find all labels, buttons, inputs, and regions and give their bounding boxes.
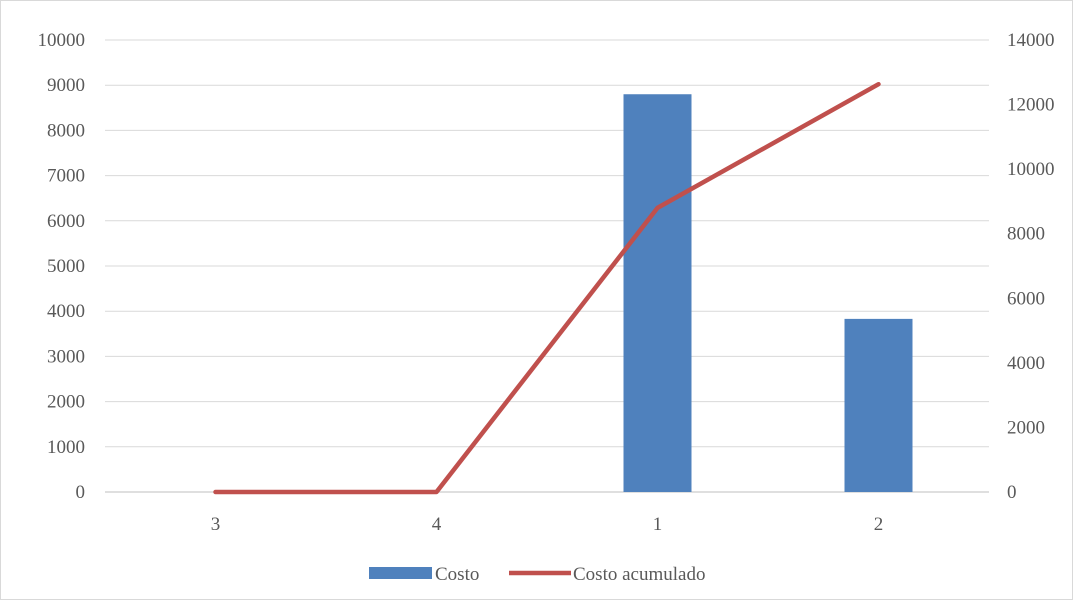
right-tick-label: 2000	[1007, 417, 1045, 438]
line-costo-acumulado	[213, 81, 881, 495]
x-tick-label: 4	[432, 514, 442, 535]
bar-costo	[623, 94, 692, 493]
bar-costo	[844, 318, 913, 492]
right-tick-label: 0	[1007, 482, 1017, 503]
left-tick-label: 9000	[47, 75, 85, 96]
left-tick-label: 5000	[47, 256, 85, 277]
legend-label-costo-acumulado: Costo acumulado	[573, 564, 705, 585]
left-tick-label: 6000	[47, 211, 85, 232]
x-tick-label: 3	[211, 514, 221, 535]
bar-series	[623, 94, 913, 493]
left-tick-label: 3000	[47, 346, 85, 367]
right-tick-label: 12000	[1007, 95, 1055, 116]
left-tick-label: 1000	[47, 437, 85, 458]
gridlines	[105, 39, 989, 493]
right-tick-label: 6000	[1007, 288, 1045, 309]
x-axis-ticks: 3 4 1 2	[211, 514, 884, 535]
x-tick-label: 1	[653, 514, 663, 535]
legend-swatch-costo	[369, 567, 432, 579]
left-axis-ticks: 0 1000 2000 3000 4000 5000 6000 7000 8000 9000 100…	[38, 30, 86, 503]
right-tick-label: 4000	[1007, 353, 1045, 374]
left-tick-label: 8000	[47, 120, 85, 141]
left-tick-label: 0	[76, 482, 86, 503]
left-tick-label: 2000	[47, 392, 85, 413]
left-tick-label: 4000	[47, 301, 85, 322]
line-series	[213, 81, 881, 495]
right-tick-label: 8000	[1007, 224, 1045, 245]
right-tick-label: 14000	[1007, 30, 1055, 51]
x-tick-label: 2	[874, 514, 884, 535]
left-tick-label: 10000	[38, 30, 86, 51]
right-axis-ticks: 0 2000 4000 6000 8000 10000 12000 14000	[1007, 30, 1055, 503]
right-tick-label: 10000	[1007, 159, 1055, 180]
left-tick-label: 7000	[47, 166, 85, 187]
legend: Costo Costo acumulado	[369, 564, 705, 585]
legend-label-costo: Costo	[435, 564, 479, 585]
